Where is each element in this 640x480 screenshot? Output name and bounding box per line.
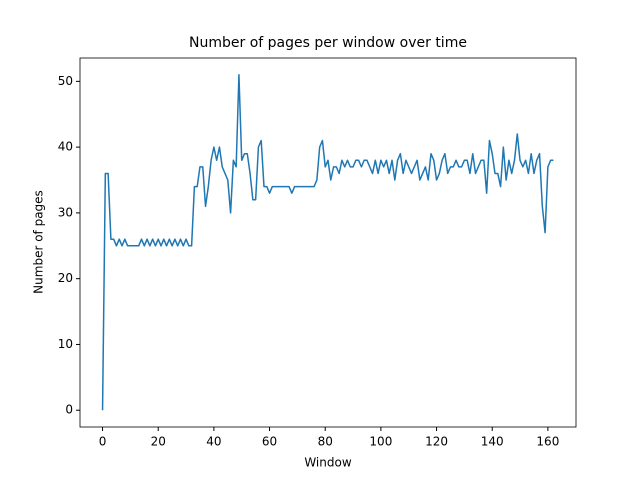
x-tick-label: 140 <box>481 435 504 449</box>
x-tick-label: 60 <box>262 435 277 449</box>
chart-title: Number of pages per window over time <box>189 35 467 51</box>
x-tick-label: 100 <box>369 435 392 449</box>
x-tick-label: 160 <box>536 435 559 449</box>
y-tick-label: 0 <box>65 403 73 417</box>
x-axis-label: Window <box>304 456 352 470</box>
x-tick-label: 120 <box>425 435 448 449</box>
x-tick-label: 40 <box>206 435 221 449</box>
y-tick-label: 40 <box>58 140 73 154</box>
x-tick-label: 80 <box>318 435 333 449</box>
y-tick-label: 30 <box>58 205 73 219</box>
y-tick-label: 50 <box>58 74 73 88</box>
x-tick-label: 20 <box>151 435 166 449</box>
y-axis-label: Number of pages <box>32 190 46 294</box>
y-tick-label: 10 <box>58 337 73 351</box>
x-tick-label: 0 <box>99 435 107 449</box>
data-line <box>101 74 554 411</box>
y-tick-label: 20 <box>58 271 73 285</box>
plot-frame <box>79 57 577 428</box>
